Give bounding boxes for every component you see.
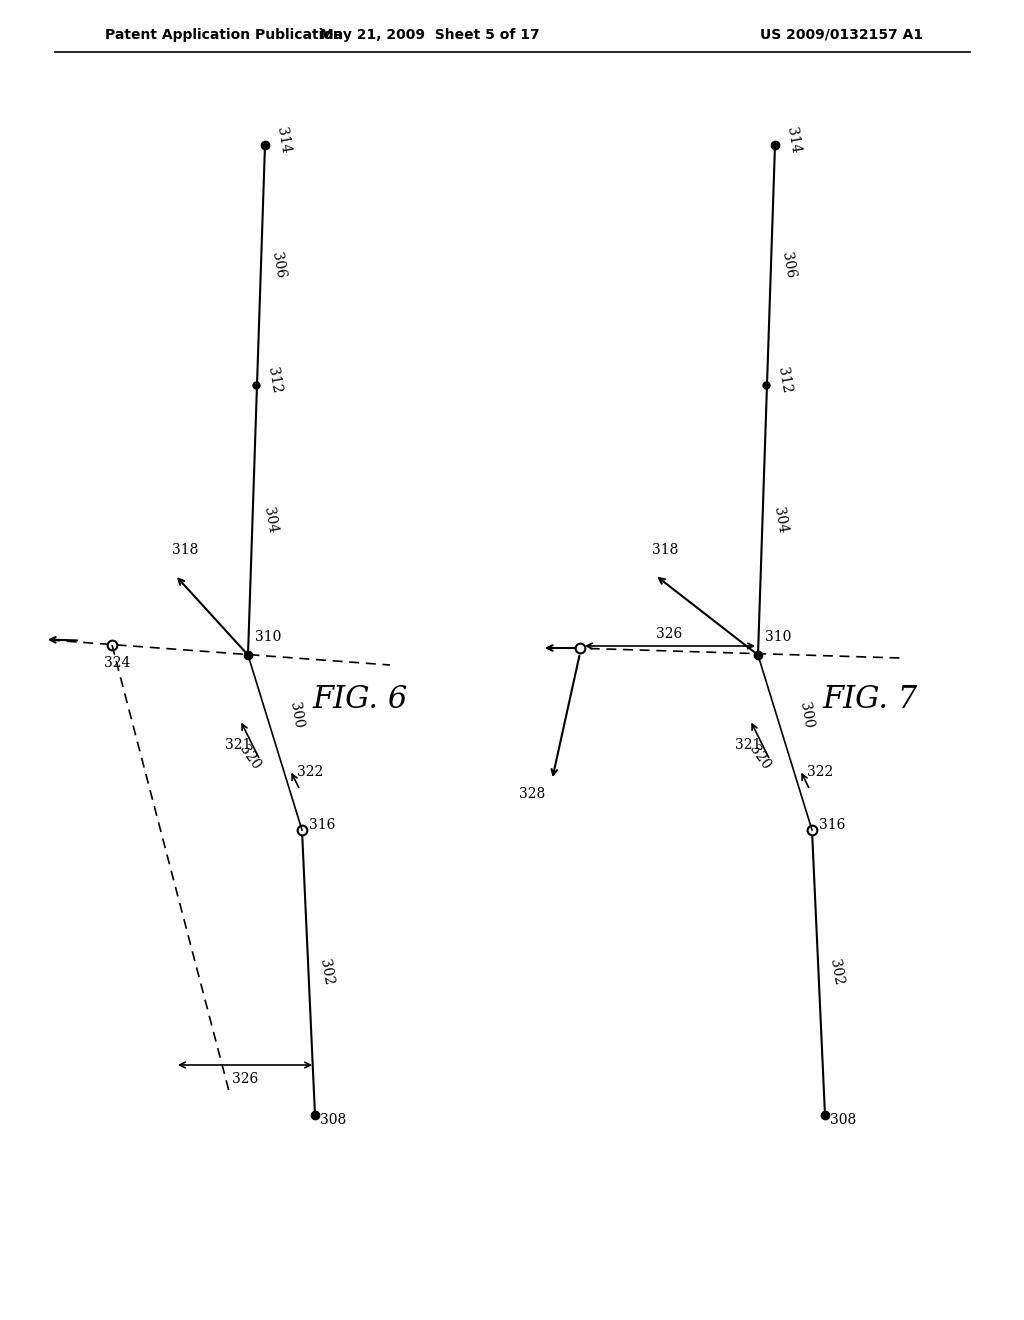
Text: Patent Application Publication: Patent Application Publication	[105, 28, 343, 42]
Text: 320: 320	[237, 743, 263, 772]
Text: 314: 314	[273, 125, 292, 154]
Text: 321: 321	[225, 738, 251, 752]
Text: 306: 306	[269, 251, 288, 279]
Text: FIG. 6: FIG. 6	[312, 685, 408, 715]
Text: 302: 302	[317, 958, 336, 986]
Text: 308: 308	[319, 1113, 346, 1127]
Text: 300: 300	[797, 701, 815, 729]
Text: US 2009/0132157 A1: US 2009/0132157 A1	[760, 28, 923, 42]
Text: 308: 308	[829, 1113, 856, 1127]
Text: 318: 318	[172, 543, 199, 557]
Text: 316: 316	[819, 818, 845, 832]
Text: 310: 310	[765, 630, 792, 644]
Text: May 21, 2009  Sheet 5 of 17: May 21, 2009 Sheet 5 of 17	[321, 28, 540, 42]
Text: 300: 300	[287, 701, 305, 729]
Text: 304: 304	[261, 506, 280, 535]
Text: FIG. 7: FIG. 7	[822, 685, 918, 715]
Text: 326: 326	[231, 1072, 258, 1086]
Text: 306: 306	[779, 251, 798, 279]
Text: 310: 310	[255, 630, 282, 644]
Text: 314: 314	[783, 125, 802, 154]
Text: 322: 322	[297, 766, 324, 779]
Text: 328: 328	[519, 787, 545, 801]
Text: 320: 320	[746, 743, 773, 772]
Text: 302: 302	[827, 958, 846, 986]
Text: 318: 318	[652, 543, 678, 557]
Text: 321: 321	[735, 738, 761, 752]
Text: 322: 322	[807, 766, 834, 779]
Text: 304: 304	[771, 506, 790, 535]
Text: 312: 312	[265, 366, 284, 395]
Text: 312: 312	[775, 366, 794, 395]
Text: 326: 326	[656, 627, 682, 642]
Text: 324: 324	[103, 656, 130, 671]
Text: 316: 316	[309, 818, 335, 832]
